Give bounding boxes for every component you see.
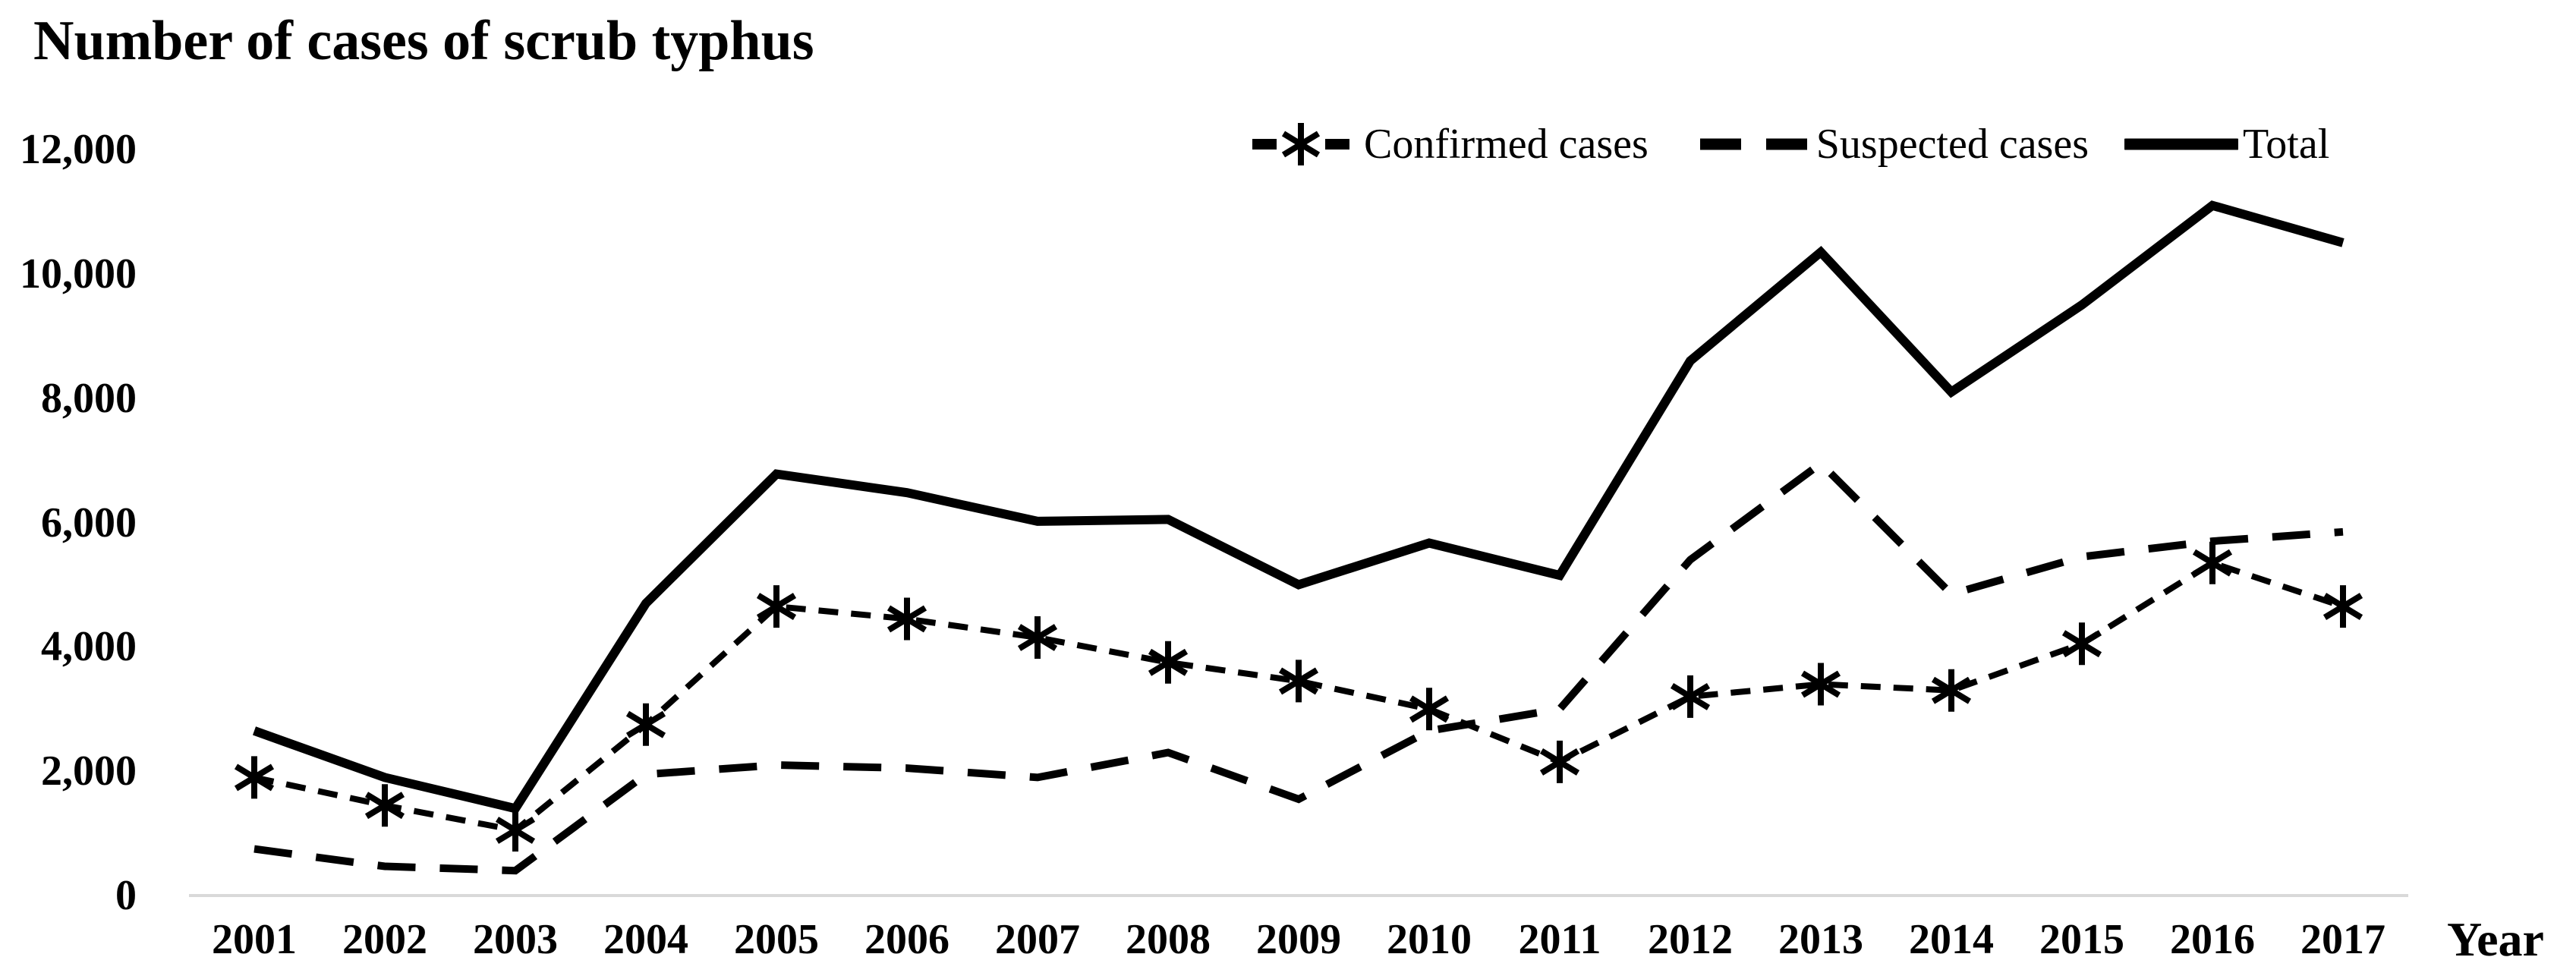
legend-label-confirmed-cases: Confirmed cases: [1364, 121, 1649, 168]
asterisk-marker: [1800, 663, 1841, 706]
y-axis-tick-label: 10,000: [20, 250, 137, 298]
legend-item-confirmed-cases: Confirmed cases: [1251, 118, 1700, 171]
asterisk-marker: [1670, 675, 1711, 718]
asterisk-marker: [625, 703, 666, 746]
asterisk-marker: [1017, 616, 1058, 659]
x-axis-tick-label: 2017: [2300, 916, 2385, 963]
y-axis-tick-label: 6,000: [41, 499, 137, 546]
legend-item-suspected-cases: Suspected cases: [1699, 118, 2124, 171]
asterisk-marker: [756, 585, 797, 628]
series-line-total: [252, 200, 2345, 814]
x-axis-tick-label: 2013: [1778, 916, 1863, 963]
x-axis-tick-label: 2010: [1387, 916, 1472, 963]
x-axis-tick-label: 2011: [1518, 916, 1601, 963]
x-axis-tick-label: 2002: [342, 916, 427, 963]
y-axis-tick-label: 12,000: [20, 126, 137, 173]
legend: Confirmed cases Suspected cases Total: [1251, 118, 2329, 171]
asterisk-marker: [234, 756, 275, 799]
y-axis-tick-label: 8,000: [41, 374, 137, 422]
series-group: [234, 200, 2363, 875]
asterisk-marker: [1148, 641, 1189, 684]
asterisk-marker: [1931, 669, 1972, 712]
legend-label-suspected-cases: Suspected cases: [1815, 121, 2089, 168]
x-axis-tick-label: 2015: [2039, 916, 2124, 963]
total-solid-line-swatch-icon: [2124, 138, 2238, 150]
series-line-suspected-cases: [254, 458, 2344, 875]
y-axis-tick-label: 2,000: [41, 748, 137, 795]
suspected-cases-dash-swatch-icon: [1699, 138, 1807, 150]
x-axis-tick-label: 2012: [1648, 916, 1733, 963]
x-axis-tick-label: 2009: [1256, 916, 1341, 963]
asterisk-marker: [1409, 688, 1450, 731]
asterisk-marker: [2192, 541, 2233, 584]
asterisk-marker: [1278, 660, 1319, 703]
y-axis-tick-label: 0: [115, 872, 137, 919]
x-axis-tick-label: 2004: [603, 916, 688, 963]
x-axis-tick-label: 2007: [995, 916, 1080, 963]
asterisk-marker: [495, 809, 536, 852]
legend-item-total: Total: [2124, 118, 2329, 171]
x-axis-tick-label: 2003: [473, 916, 558, 963]
series-line-confirmed-cases: [254, 559, 2345, 834]
x-axis-tick-label: 2005: [734, 916, 819, 963]
x-axis-tick-label: 2006: [864, 916, 949, 963]
x-axis-title: Year: [2447, 912, 2544, 966]
legend-label-total: Total: [2243, 121, 2330, 168]
confirmed-cases-dash-asterisk-swatch-icon: [1252, 123, 1349, 165]
y-axis-tick-label: 4,000: [41, 623, 137, 671]
x-axis-tick-label: 2016: [2170, 916, 2255, 963]
x-axis-tick-label: 2001: [212, 916, 297, 963]
chart-title: Number of cases of scrub typhus: [33, 10, 814, 72]
asterisk-marker: [2322, 585, 2363, 628]
asterisk-marker: [2061, 622, 2102, 666]
asterisk-marker: [1539, 740, 1580, 783]
asterisk-marker: [364, 784, 405, 827]
x-axis-tick-label: 2008: [1126, 916, 1211, 963]
x-axis-tick-label: 2014: [1909, 916, 1994, 963]
asterisk-marker: [886, 597, 927, 641]
